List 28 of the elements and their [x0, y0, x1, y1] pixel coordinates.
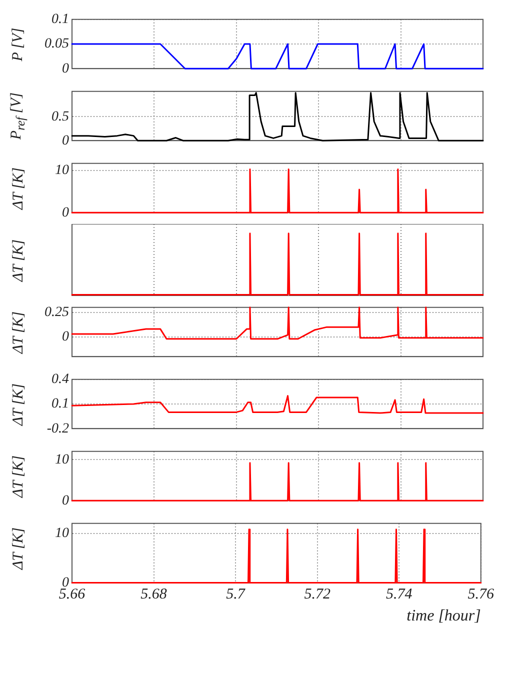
x-tick-label: 5.72 — [304, 586, 331, 603]
y-tick-label: 0.4 — [52, 372, 69, 388]
x-axis-title: time [hour] — [406, 608, 481, 625]
y-axis-title: ΔT [K] — [10, 454, 28, 498]
y-tick-label: 0.05 — [44, 36, 69, 52]
y-tick-label: 10 — [55, 452, 69, 468]
y-tick-label: 0 — [62, 205, 69, 220]
y-tick-label: 0 — [62, 330, 69, 345]
y-tick-label: 0.5 — [52, 109, 69, 124]
y-tick-label: 0.1 — [52, 12, 69, 28]
y-tick-label: 0 — [62, 61, 69, 76]
y-tick-label: 0 — [62, 133, 69, 148]
x-tick-label: 5.74 — [386, 586, 413, 603]
y-axis-title: ΔT [K] — [10, 166, 28, 210]
x-tick-label: 5.76 — [468, 586, 494, 603]
y-tick-label: 10 — [55, 526, 69, 541]
y-tick-label: 0 — [62, 493, 69, 508]
y-axis-title: ΔT [K] — [10, 238, 28, 282]
x-tick-label: 5.68 — [140, 586, 168, 603]
y-axis-title: P [V] — [10, 27, 28, 61]
y-axis-title: ΔT [K] — [10, 382, 28, 426]
y-tick-label: 10 — [55, 163, 69, 178]
y-tick-label: 0.1 — [52, 396, 69, 412]
y-tick-label: -0.2 — [46, 421, 69, 436]
y-tick-label: 0.25 — [44, 305, 69, 320]
y-axis-title: ΔT [K] — [10, 526, 28, 570]
x-tick-label: 5.7 — [226, 586, 246, 603]
y-axis-title: ΔT [K] — [10, 310, 28, 354]
